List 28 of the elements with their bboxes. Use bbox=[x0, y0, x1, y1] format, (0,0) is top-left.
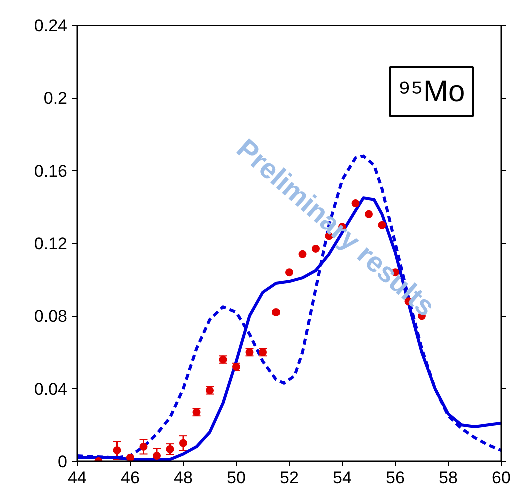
point bbox=[298, 250, 307, 258]
y-tick-label: 0.2 bbox=[44, 89, 68, 108]
x-tick-label: 58 bbox=[439, 468, 458, 487]
point bbox=[180, 439, 188, 448]
point bbox=[286, 268, 294, 277]
point bbox=[153, 452, 161, 460]
point bbox=[272, 308, 280, 317]
point bbox=[113, 446, 122, 455]
y-tick-label: 0.04 bbox=[34, 380, 68, 399]
x-tick-label: 52 bbox=[280, 468, 299, 487]
point bbox=[126, 454, 134, 462]
x-tick-label: 56 bbox=[386, 468, 405, 487]
annotation: ⁹⁵Mo bbox=[398, 75, 466, 108]
y-tick-label: 0.24 bbox=[34, 16, 68, 36]
x-tick-label: 48 bbox=[174, 468, 193, 487]
y-tick-label: 0 bbox=[58, 452, 68, 472]
x-tick-label: 50 bbox=[227, 468, 246, 487]
y-tick-label: 0.12 bbox=[34, 234, 68, 254]
point bbox=[365, 210, 373, 218]
x-tick-label: 54 bbox=[333, 468, 352, 487]
x-tick-label: 44 bbox=[68, 468, 87, 487]
y-tick-label: 0.16 bbox=[34, 162, 68, 181]
point bbox=[378, 221, 386, 230]
point bbox=[140, 442, 148, 451]
y-tick-label: 0.08 bbox=[34, 307, 68, 326]
x-tick-label: 60 bbox=[492, 468, 511, 487]
x-tick-label: 46 bbox=[121, 468, 140, 487]
point bbox=[166, 446, 174, 454]
